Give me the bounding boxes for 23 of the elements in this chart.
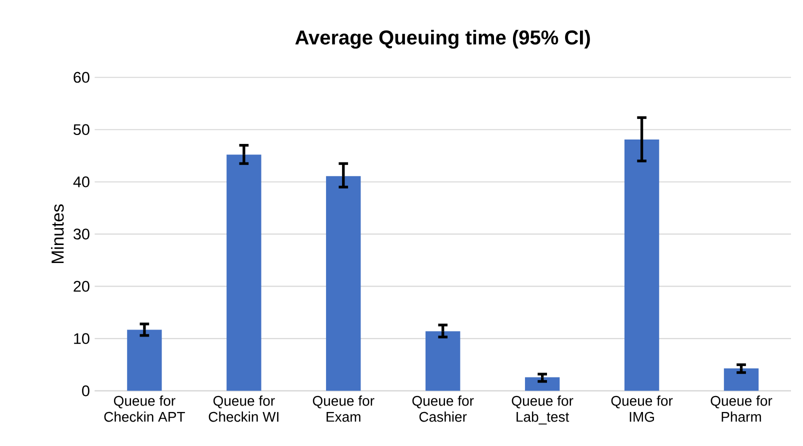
y-tick-label: 0 — [82, 386, 90, 396]
bar — [226, 154, 262, 392]
x-tick-label: Queue for Cashier — [412, 396, 474, 422]
y-tick-label: 40 — [73, 176, 90, 188]
y-axis-title: Minutes — [51, 204, 64, 264]
x-tick-label: Queue for Checkin APT — [104, 396, 185, 422]
x-tick-label: Queue for Checkin WI — [208, 396, 278, 422]
x-tick-label: Queue for Exam — [312, 396, 374, 422]
y-tick-label: 30 — [74, 228, 90, 240]
bar — [724, 368, 759, 392]
bar — [426, 332, 460, 392]
y-tick-label: 50 — [74, 124, 90, 136]
x-tick-label: Queue for IMG — [611, 396, 673, 422]
y-tick-label: 10 — [74, 333, 90, 344]
x-tick-label: Queue for Pharm — [710, 396, 772, 422]
y-tick-label: 20 — [74, 281, 90, 292]
y-tick-label: 60 — [74, 72, 90, 84]
bar — [326, 176, 361, 392]
x-tick-label: Queue for Lab_test — [512, 396, 574, 425]
bar — [127, 330, 162, 392]
chart-title: Average Queuing time (95% CI) — [295, 30, 590, 49]
bar — [624, 140, 660, 392]
bar — [524, 377, 560, 392]
